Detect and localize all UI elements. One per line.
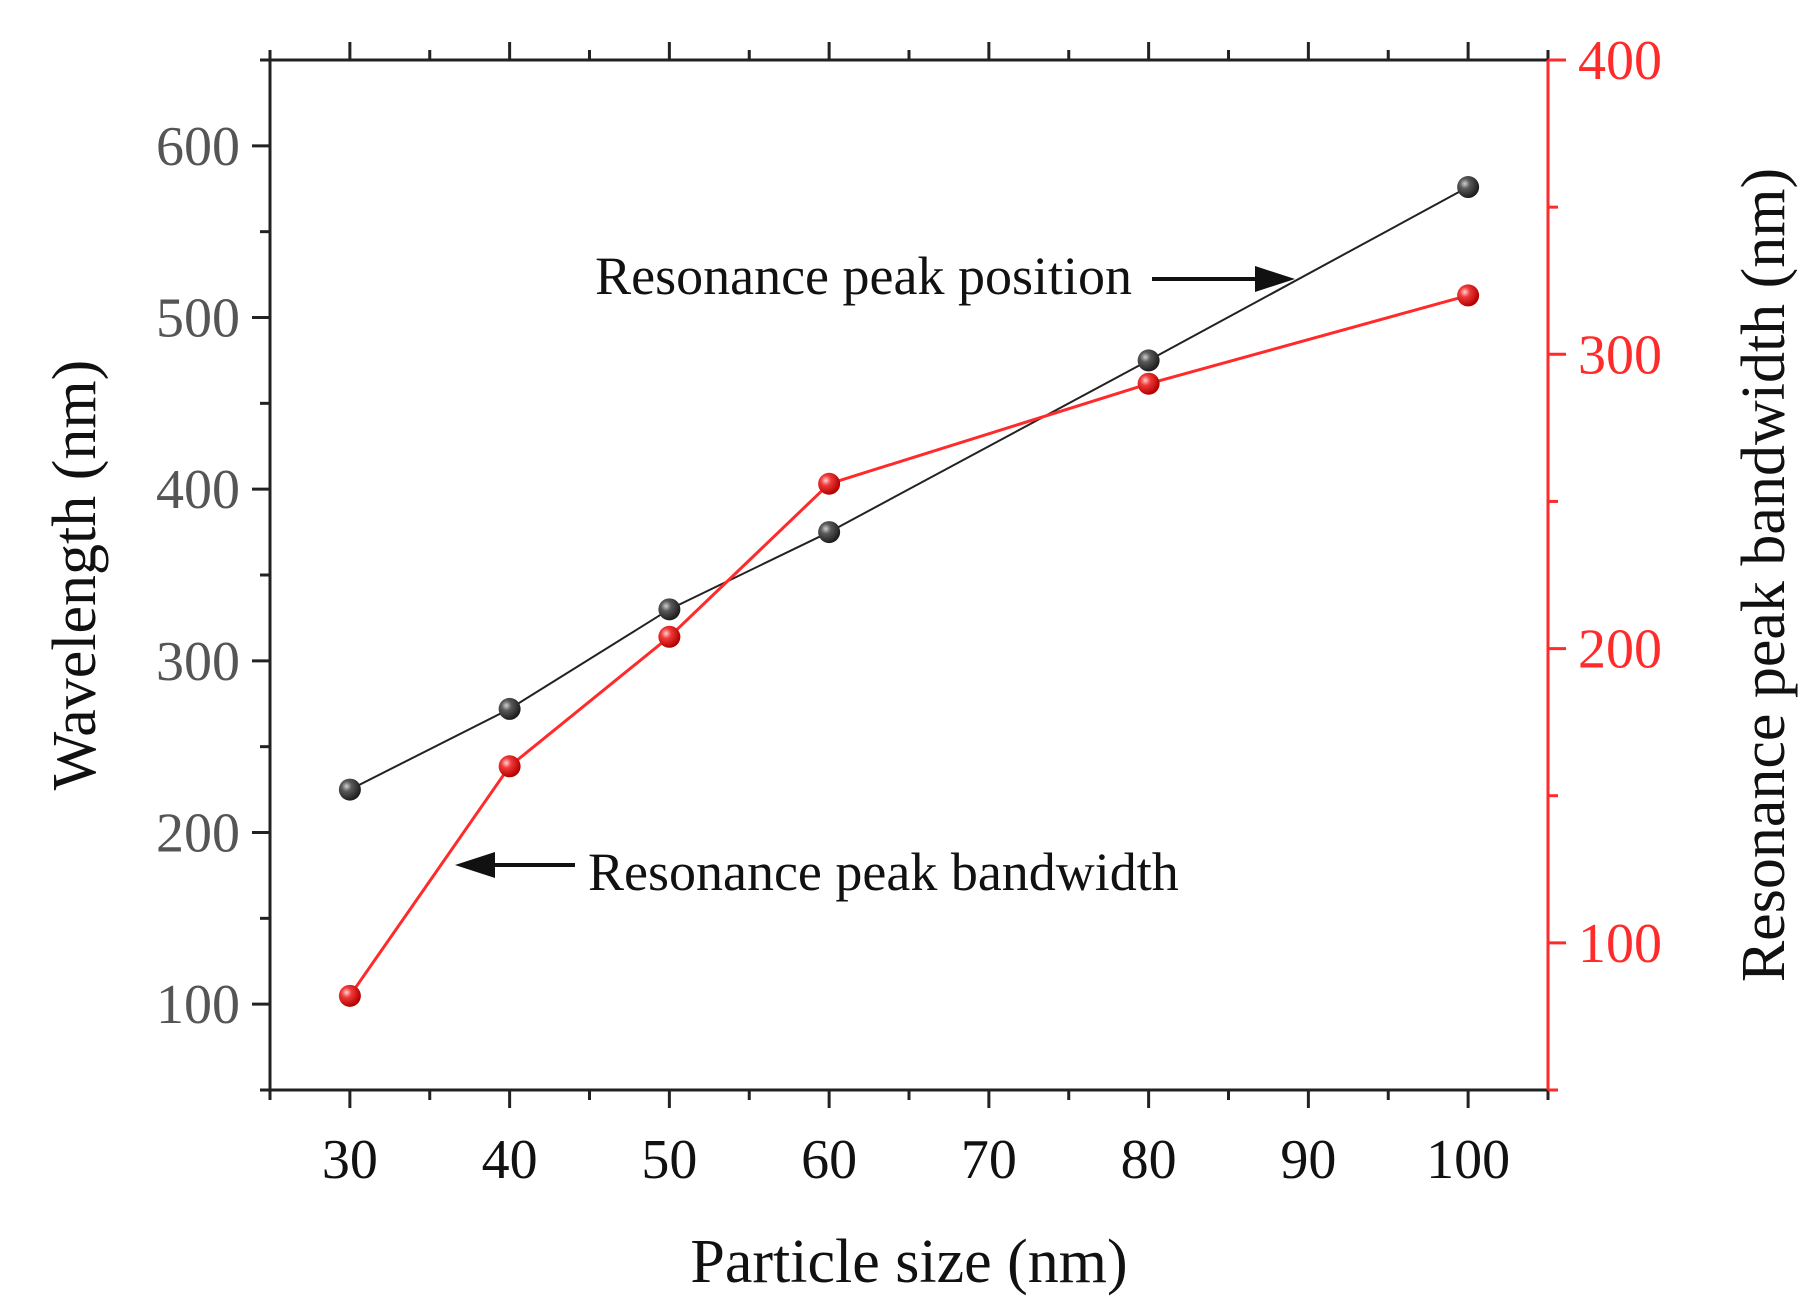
- y-left-tick-label: 300: [156, 631, 240, 693]
- series-line-0: [349, 186, 1469, 791]
- x-axis-title: Particle size (nm): [690, 1228, 1127, 1296]
- annotation-peak-bandwidth-label: Resonance peak bandwidth: [588, 842, 1179, 902]
- annotation-peak-position-label: Resonance peak position: [595, 246, 1132, 306]
- series-layer: [338, 176, 1480, 1007]
- y-left-tick-label: 100: [156, 974, 240, 1036]
- series-1-point: [338, 984, 361, 1007]
- annotation-peak-position-arrow: [1152, 266, 1295, 292]
- y-left-tick-label: 500: [156, 288, 240, 350]
- x-tick-label: 40: [482, 1129, 538, 1191]
- arrow-head-right-icon: [1255, 266, 1295, 292]
- x-tick-label: 50: [641, 1129, 697, 1191]
- series-0-point: [498, 697, 521, 720]
- series-1-point: [658, 625, 681, 648]
- arrow-head-left-icon: [455, 852, 495, 878]
- x-tick-label: 60: [801, 1129, 857, 1191]
- x-ticks: 30 40 50 60 70 80 90 100: [268, 42, 1550, 1191]
- y-left-tick-label: 200: [156, 803, 240, 865]
- y-left-ticks: 100 200 300 400 500 600: [156, 58, 270, 1092]
- y-right-tick-label: 300: [1578, 324, 1662, 386]
- y-right-tick-label: 400: [1578, 30, 1662, 92]
- series-0-point: [818, 521, 841, 544]
- y-right-tick-label: 100: [1578, 913, 1662, 975]
- x-tick-label: 80: [1121, 1129, 1177, 1191]
- series-1-point: [818, 472, 841, 495]
- x-tick-label: 30: [322, 1129, 378, 1191]
- y-right-tick-label: 200: [1578, 619, 1662, 681]
- annotations: Resonance peak position Resonance peak b…: [455, 246, 1295, 902]
- y-axis-right-title: Resonance peak bandwidth (nm): [1730, 168, 1798, 982]
- x-tick-label: 70: [961, 1129, 1017, 1191]
- plot-frame: [268, 58, 1550, 1092]
- series-0-point: [1457, 176, 1480, 199]
- y-left-tick-label: 400: [156, 459, 240, 521]
- y-left-tick-label: 600: [156, 116, 240, 178]
- series-0-point: [1137, 349, 1160, 372]
- series-0-point: [658, 598, 681, 621]
- series-1-point: [1137, 372, 1160, 395]
- series-1-point: [1457, 284, 1480, 307]
- x-tick-label: 90: [1280, 1129, 1336, 1191]
- x-tick-label: 100: [1426, 1129, 1510, 1191]
- series-1-point: [498, 755, 521, 778]
- annotation-peak-bandwidth-arrow: [455, 852, 575, 878]
- y-right-ticks: 100 200 300 400: [1548, 30, 1662, 1092]
- series-line-1: [348, 293, 1469, 997]
- series-0-point: [338, 778, 361, 801]
- y-axis-left-title: Wavelength (nm): [41, 360, 109, 791]
